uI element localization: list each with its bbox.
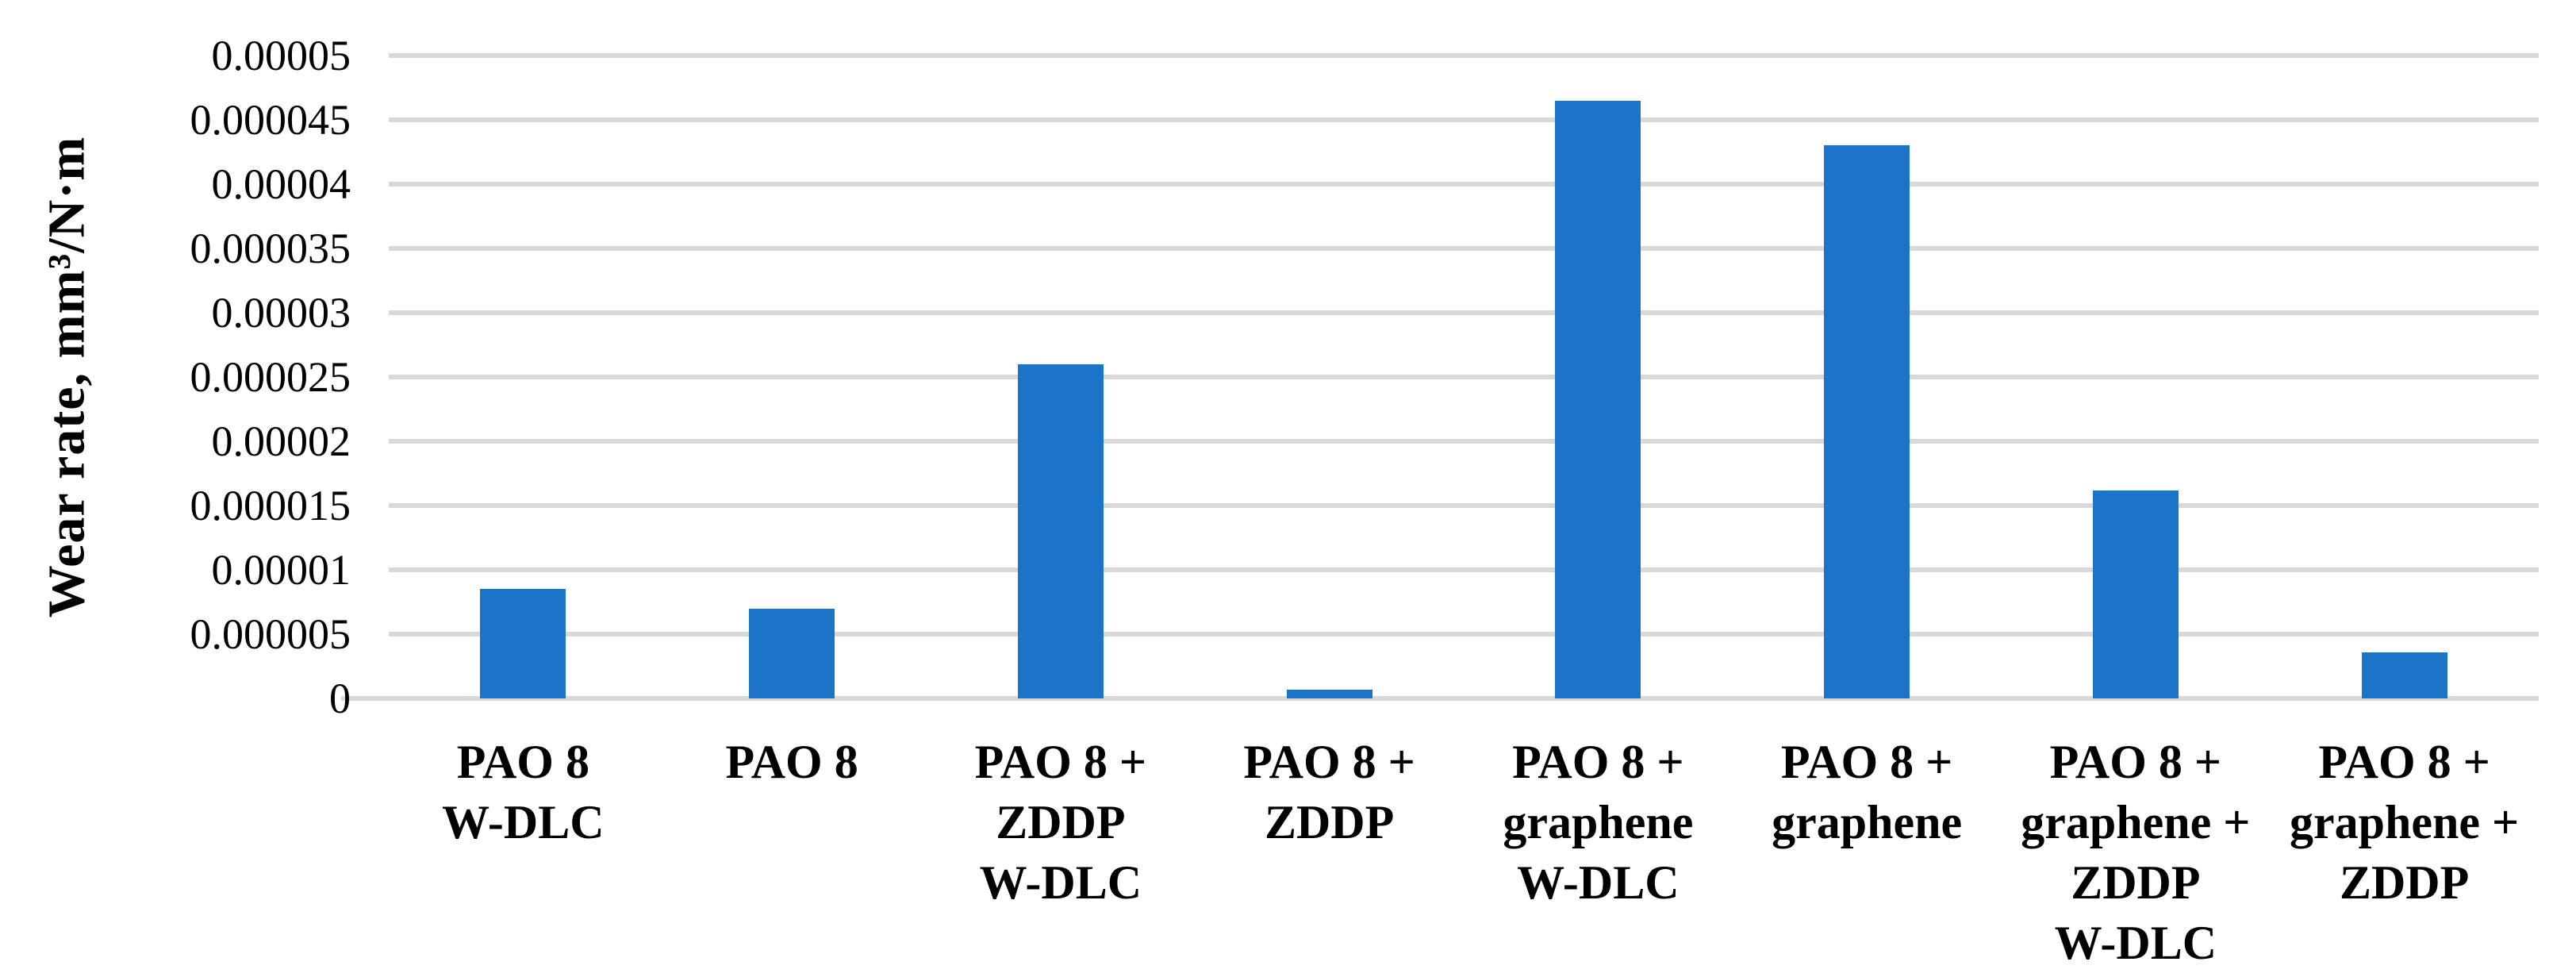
category-label: PAO 8 + ZDDP W-DLC	[927, 732, 1196, 913]
category-label-line: PAO 8	[725, 736, 858, 788]
gridline	[389, 117, 2539, 122]
category-label-line: graphene	[1503, 796, 1694, 848]
category-label-line: ZDDP	[2339, 856, 2470, 909]
y-tick-label: 0.000005	[190, 610, 351, 658]
category-label-line: W-DLC	[1517, 856, 1680, 909]
category-label-line: W-DLC	[2054, 917, 2217, 969]
category-label: PAO 8 + graphene	[1733, 732, 2002, 852]
bar	[1555, 100, 1641, 698]
gridline	[389, 375, 2539, 379]
bar	[2361, 652, 2447, 698]
y-tick-label: 0.000025	[190, 353, 351, 401]
y-tick-label: 0.00002	[211, 417, 351, 465]
category-label-line: ZDDP	[996, 796, 1126, 848]
category-label-line: PAO 8 +	[1780, 736, 1953, 788]
gridline	[389, 503, 2539, 508]
category-label-line: PAO 8 +	[974, 736, 1147, 788]
gridline	[389, 246, 2539, 251]
category-label-line: ZDDP	[1264, 796, 1395, 848]
y-tick-label: 0	[329, 675, 351, 722]
gridline	[389, 310, 2539, 315]
gridline	[389, 53, 2539, 58]
category-label-line: W-DLC	[442, 796, 605, 848]
category-label-line: PAO 8 +	[2318, 736, 2490, 788]
gridline	[389, 632, 2539, 637]
category-label-line: graphene +	[2021, 796, 2251, 848]
y-tick-label: 0.00005	[211, 32, 351, 79]
x-axis-line	[341, 696, 2539, 701]
category-label: PAO 8 + ZDDP	[1195, 732, 1464, 852]
category-label-line: PAO 8 +	[2049, 736, 2222, 788]
bar	[480, 589, 566, 698]
category-label: PAO 8 W-DLC	[389, 732, 658, 852]
gridline	[389, 182, 2539, 187]
bar	[1286, 689, 1372, 698]
category-label-line: PAO 8	[456, 736, 589, 788]
bar	[1824, 145, 1910, 698]
category-label-line: ZDDP	[2071, 856, 2201, 909]
category-label-line: graphene	[1772, 796, 1963, 848]
gridline	[389, 567, 2539, 572]
category-label-line: PAO 8 +	[1243, 736, 1415, 788]
y-tick-label: 0.00004	[211, 160, 351, 208]
bar	[2092, 490, 2179, 698]
category-label-line: graphene +	[2290, 796, 2520, 848]
category-label: PAO 8 + graphene + ZDDP	[2270, 732, 2539, 913]
bar	[1017, 363, 1104, 698]
category-label: PAO 8 + graphene W-DLC	[1464, 732, 1733, 913]
y-tick-label: 0.000015	[190, 482, 351, 529]
category-label: PAO 8 + graphene + ZDDP W-DLC	[2002, 732, 2271, 973]
gridline	[389, 439, 2539, 444]
category-label: PAO 8	[658, 732, 927, 792]
y-tick-label: 0.000035	[190, 225, 351, 272]
y-tick-label: 0.00001	[211, 546, 351, 594]
y-tick-label: 0.00003	[211, 289, 351, 337]
y-tick-label: 0.000045	[190, 96, 351, 144]
category-label-line: PAO 8 +	[1512, 736, 1684, 788]
bar	[749, 608, 835, 698]
category-label-line: W-DLC	[979, 856, 1142, 909]
